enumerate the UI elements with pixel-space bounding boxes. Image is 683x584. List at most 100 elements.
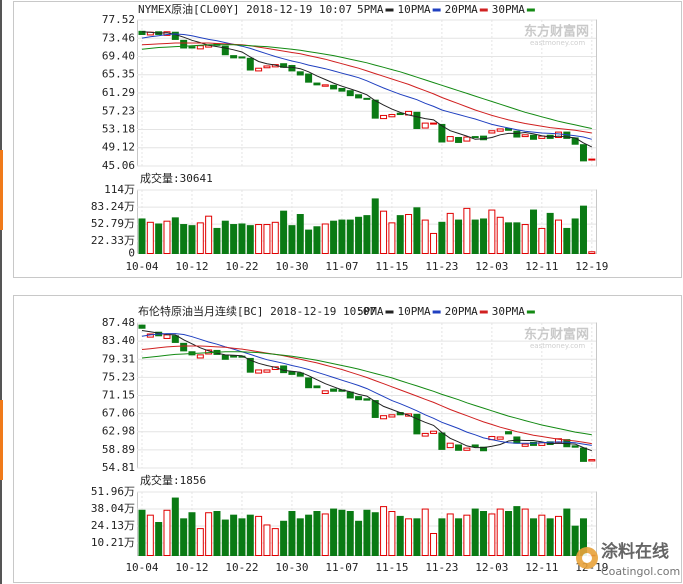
watermark: 东方财富网 (524, 24, 589, 40)
volume-bar (555, 219, 562, 254)
candle-body (388, 414, 396, 418)
candle-body (413, 111, 421, 129)
candle-body (488, 130, 496, 134)
candle-body (221, 354, 229, 360)
volume-bar (280, 520, 288, 556)
watermark: 东方财富网 (524, 327, 589, 343)
volume-bar (480, 511, 488, 556)
candle-body (371, 99, 379, 119)
ma-line (141, 33, 592, 140)
legend-marker (526, 8, 535, 12)
candle-body (263, 65, 271, 69)
volume-bar (388, 511, 396, 556)
legend-label: 20PMA (445, 3, 478, 16)
y-tick-label: 57.23 (102, 104, 135, 117)
volume-tick-label: 22.33万 (91, 234, 135, 247)
candle-body (521, 443, 529, 447)
candle-body (446, 136, 454, 142)
volume-bar (505, 222, 513, 254)
volume-bar (563, 508, 571, 556)
x-tick-label: 11-07 (325, 561, 358, 574)
candle-body (571, 445, 579, 448)
candle-body (438, 432, 446, 450)
candle-body (455, 444, 463, 451)
y-tick-label: 77.52 (102, 13, 135, 26)
x-tick-label: 11-07 (325, 260, 358, 273)
volume-bar (380, 210, 388, 255)
volume-bar (471, 508, 479, 556)
candle-body (471, 136, 479, 139)
volume-label: 成交量:30641 (140, 171, 213, 185)
volume-bar (321, 223, 329, 255)
y-tick-label: 61.29 (102, 86, 135, 99)
x-tick-label: 10-30 (275, 561, 308, 574)
volume-bar (271, 221, 279, 255)
volume-bar (521, 508, 529, 556)
x-tick-label: 10-30 (275, 260, 308, 273)
volume-bar (246, 514, 254, 556)
volume-tick-label: 10.21万 (91, 536, 135, 549)
candle-body (305, 377, 313, 389)
y-tick-label: 75.23 (102, 370, 135, 383)
legend-label: 10PMA (398, 3, 431, 16)
volume-bar (313, 226, 321, 254)
volume-bar (230, 224, 238, 255)
y-tick-label: 53.18 (102, 122, 135, 135)
candle-body (421, 432, 429, 437)
volume-tick-label: 38.04万 (91, 502, 135, 515)
left-accent (0, 150, 3, 230)
volume-bar (196, 222, 204, 254)
volume-bar (138, 509, 146, 557)
ma-line (141, 330, 592, 452)
candle-body (321, 84, 329, 87)
candle-body (588, 158, 596, 161)
volume-bar (288, 225, 296, 255)
legend-label: 10PMA (398, 305, 431, 318)
y-tick-label: 45.06 (102, 159, 135, 172)
volume-bar (330, 220, 338, 254)
volume-bar (255, 515, 263, 557)
candle-body (321, 390, 329, 394)
candle-body (496, 128, 504, 132)
x-tick-label: 10-22 (225, 260, 258, 273)
volume-bar (305, 514, 313, 556)
x-tick-label: 12-03 (475, 561, 508, 574)
y-tick-label: 73.46 (102, 31, 135, 44)
volume-bar (188, 512, 196, 556)
left-accent (0, 400, 3, 480)
ma-line (141, 42, 592, 134)
volume-bar (371, 198, 379, 254)
candle-body (421, 122, 429, 129)
volume-bar (221, 519, 229, 556)
ma-line (141, 351, 592, 436)
volume-bar (538, 514, 546, 556)
site-title: 涂料在线 (601, 541, 669, 562)
candle-body (246, 57, 254, 71)
candle-body (196, 45, 204, 50)
volume-bar (205, 512, 213, 556)
candle-body (313, 82, 321, 86)
volume-bar (146, 221, 154, 255)
legend-marker (385, 310, 394, 314)
candle-body (346, 90, 354, 97)
volume-bar (363, 215, 371, 254)
candle-body (371, 400, 379, 418)
x-tick-label: 10-04 (125, 561, 158, 574)
volume-bar (430, 533, 438, 557)
candle-body (230, 55, 238, 59)
candle-body (355, 396, 363, 401)
volume-bar (446, 212, 454, 254)
volume-bar (313, 511, 321, 556)
y-tick-label: 49.12 (102, 141, 135, 154)
candle-body (530, 441, 538, 446)
x-tick-label: 11-15 (375, 561, 408, 574)
volume-bar (488, 209, 496, 254)
volume-bar (546, 518, 554, 556)
volume-bar (530, 518, 538, 556)
candle-body (521, 134, 529, 138)
candle-body (455, 136, 463, 143)
x-tick-label: 11-23 (425, 260, 458, 273)
legend-label: 5PMA (357, 3, 384, 16)
volume-bar (188, 225, 196, 255)
x-tick-label: 12-11 (525, 561, 558, 574)
